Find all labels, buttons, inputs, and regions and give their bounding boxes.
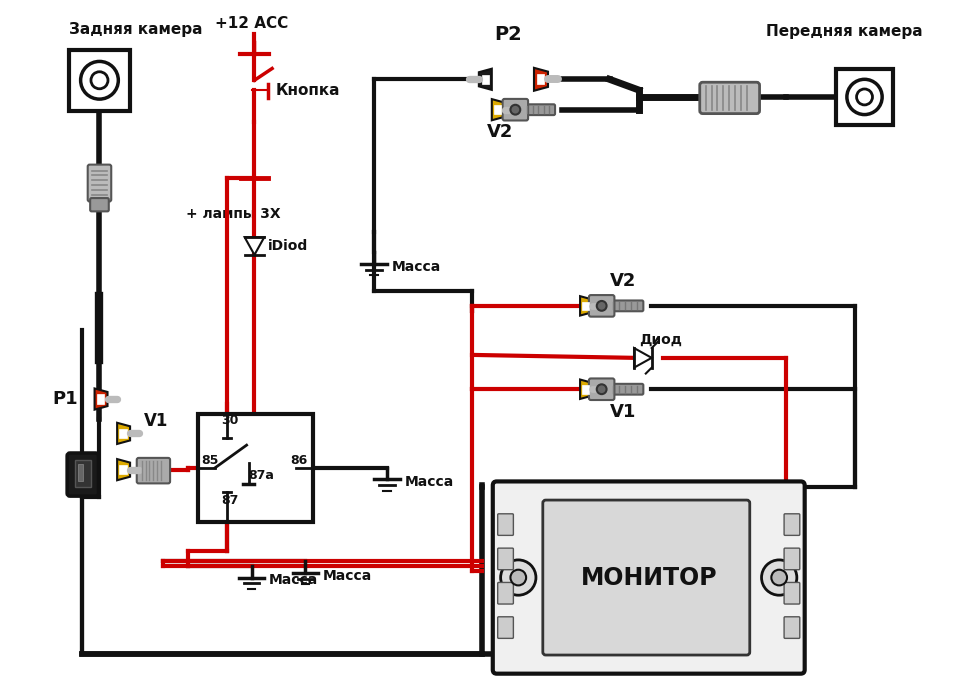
Circle shape: [500, 560, 536, 595]
FancyBboxPatch shape: [497, 617, 514, 638]
Bar: [119, 428, 127, 438]
Circle shape: [511, 105, 520, 115]
Circle shape: [597, 384, 607, 394]
Text: МОНИТОР: МОНИТОР: [581, 566, 717, 589]
Polygon shape: [117, 423, 130, 444]
Text: + лампы 3X: + лампы 3X: [186, 206, 280, 220]
Text: Кнопка: Кнопка: [276, 83, 341, 98]
Circle shape: [856, 89, 873, 105]
Text: +12 ACC: +12 ACC: [215, 16, 288, 32]
FancyBboxPatch shape: [611, 384, 643, 395]
FancyBboxPatch shape: [542, 500, 750, 655]
FancyBboxPatch shape: [67, 453, 99, 496]
Bar: [494, 105, 501, 114]
Text: Диод: Диод: [639, 333, 682, 347]
FancyBboxPatch shape: [611, 300, 643, 312]
Bar: [75, 460, 90, 487]
FancyBboxPatch shape: [525, 104, 555, 115]
Circle shape: [597, 301, 607, 311]
Bar: [198, 414, 313, 522]
FancyBboxPatch shape: [700, 82, 759, 113]
FancyBboxPatch shape: [136, 458, 170, 484]
Polygon shape: [95, 389, 108, 410]
Polygon shape: [492, 99, 505, 120]
Bar: [97, 394, 104, 404]
Bar: [78, 464, 83, 482]
Polygon shape: [534, 68, 548, 91]
FancyBboxPatch shape: [497, 582, 514, 604]
Bar: [69, 50, 130, 111]
Polygon shape: [580, 379, 592, 399]
Text: V2: V2: [487, 123, 514, 141]
Circle shape: [847, 79, 882, 115]
Text: P1: P1: [53, 390, 78, 408]
Text: 30: 30: [221, 414, 238, 426]
Bar: [537, 74, 544, 85]
Text: Передняя камера: Передняя камера: [766, 24, 924, 39]
Circle shape: [511, 570, 526, 585]
FancyBboxPatch shape: [87, 164, 111, 202]
Bar: [582, 385, 588, 393]
Text: 86: 86: [290, 454, 307, 467]
FancyBboxPatch shape: [90, 198, 108, 211]
Text: Масса: Масса: [324, 568, 372, 582]
Text: Задняя камера: Задняя камера: [69, 22, 203, 37]
FancyBboxPatch shape: [784, 548, 800, 570]
Text: P2: P2: [494, 25, 522, 44]
Polygon shape: [479, 69, 492, 90]
Polygon shape: [245, 237, 264, 255]
FancyBboxPatch shape: [503, 99, 528, 120]
Text: Масса: Масса: [269, 573, 319, 587]
Polygon shape: [634, 348, 652, 368]
Text: Масса: Масса: [404, 475, 454, 489]
FancyBboxPatch shape: [784, 514, 800, 536]
Text: Масса: Масса: [392, 260, 441, 274]
Circle shape: [81, 62, 118, 99]
Text: V1: V1: [610, 402, 636, 421]
Circle shape: [761, 560, 797, 595]
Bar: [119, 465, 127, 475]
FancyBboxPatch shape: [492, 482, 804, 673]
FancyBboxPatch shape: [784, 617, 800, 638]
Text: V2: V2: [610, 272, 636, 290]
FancyBboxPatch shape: [497, 548, 514, 570]
Text: 87a: 87a: [249, 470, 275, 482]
Circle shape: [771, 570, 787, 585]
Polygon shape: [580, 296, 592, 316]
Text: V1: V1: [144, 412, 168, 430]
Bar: [836, 69, 893, 125]
FancyBboxPatch shape: [497, 514, 514, 536]
Text: 85: 85: [202, 454, 219, 467]
Text: iDiod: iDiod: [268, 239, 308, 253]
Bar: [482, 75, 489, 84]
FancyBboxPatch shape: [588, 295, 614, 316]
FancyBboxPatch shape: [784, 582, 800, 604]
Text: 87: 87: [221, 494, 238, 507]
Bar: [582, 302, 588, 310]
Circle shape: [91, 72, 108, 89]
Polygon shape: [117, 459, 130, 480]
FancyBboxPatch shape: [588, 379, 614, 400]
